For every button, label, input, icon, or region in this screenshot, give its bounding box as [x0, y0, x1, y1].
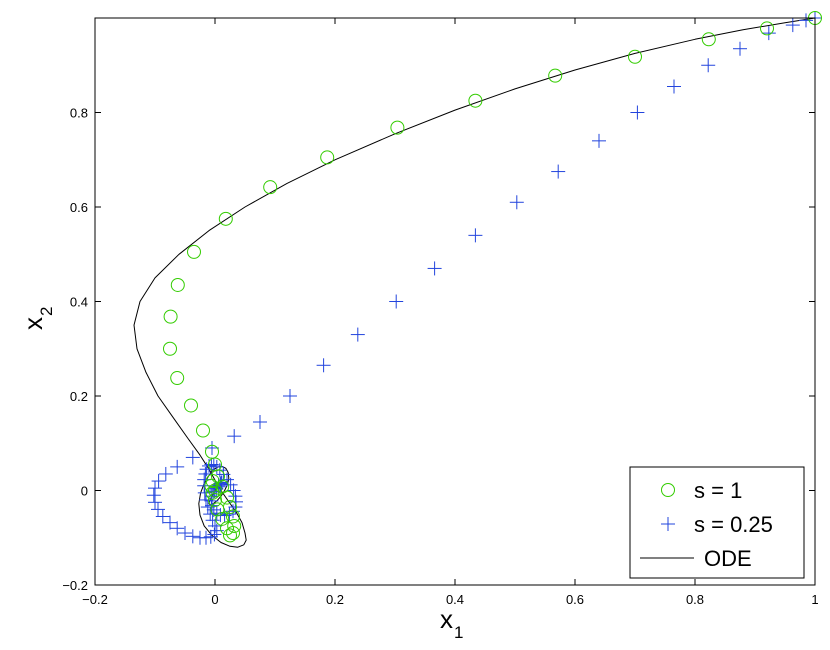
x-tick-label: 0.2 — [326, 592, 344, 607]
circle-marker — [701, 32, 716, 47]
circle-marker — [220, 490, 234, 505]
legend-label-s1: s = 1 — [694, 478, 742, 503]
plus-marker — [158, 466, 173, 481]
circle-marker — [196, 423, 210, 438]
circle-marker — [205, 474, 220, 489]
plus-layer — [146, 11, 822, 545]
circle-marker — [226, 509, 240, 524]
circle-marker — [390, 120, 405, 135]
plus-marker — [148, 495, 162, 510]
legend: s = 1 s = 0.25 ODE — [629, 466, 805, 579]
circle-marker — [218, 211, 233, 226]
plus-marker — [468, 228, 483, 243]
x-tick-label: 0.4 — [446, 592, 464, 607]
plus-marker — [206, 457, 221, 472]
plot-frame — [94, 17, 816, 586]
circle-layer — [163, 11, 822, 543]
circle-marker — [320, 150, 335, 165]
y-tick-label: −0.2 — [62, 578, 88, 593]
y-tick-label: 0.4 — [70, 295, 88, 310]
circle-marker — [208, 483, 222, 498]
plus-marker — [389, 294, 404, 309]
y-axis-label-subscript: 2 — [37, 307, 56, 316]
plus-marker — [785, 18, 800, 33]
plus-marker — [185, 450, 200, 465]
plus-marker — [733, 41, 747, 56]
ticks: −0.2 0 0.2 0.4 0.6 0.8 1 −0.2 0 0.2 0.4 0.6 0.8 — [62, 18, 819, 607]
y-axis-label: x — [18, 317, 48, 330]
plus-marker — [592, 133, 606, 148]
plus-marker — [207, 527, 222, 542]
x-axis-label: x — [440, 604, 453, 634]
plus-marker — [350, 327, 365, 342]
plus-marker — [170, 521, 185, 536]
plus-marker — [208, 518, 222, 533]
circle-marker — [204, 478, 219, 493]
y-tick-label: 0.6 — [70, 200, 88, 215]
circle-marker — [263, 180, 278, 195]
plus-marker — [316, 358, 331, 373]
plus-marker — [226, 483, 241, 498]
plus-marker — [155, 509, 170, 524]
legend-label-s025: s = 0.25 — [694, 512, 773, 537]
y-tick-label: 0 — [81, 484, 88, 499]
x-tick-label: 0.6 — [566, 592, 584, 607]
circle-marker — [227, 518, 242, 533]
plus-marker — [799, 13, 813, 28]
plus-marker — [203, 529, 218, 544]
circle-marker — [163, 309, 178, 324]
legend-circle-marker — [661, 483, 675, 497]
plus-marker — [761, 26, 776, 41]
circle-marker — [170, 277, 185, 292]
circle-marker — [208, 492, 222, 507]
plus-marker — [427, 261, 442, 276]
plus-marker — [199, 492, 213, 507]
circle-marker — [628, 49, 642, 64]
circle-marker — [170, 371, 185, 386]
circle-marker — [205, 485, 220, 500]
circle-marker — [548, 68, 563, 83]
plus-marker — [630, 105, 645, 120]
x-tick-label: 0 — [211, 592, 218, 607]
circle-marker — [211, 469, 225, 484]
plus-marker — [509, 195, 524, 210]
plus-marker — [283, 389, 297, 403]
legend-box — [629, 466, 805, 579]
plus-marker — [151, 502, 165, 517]
plus-marker — [185, 529, 200, 544]
x-axis-label-subscript: 1 — [454, 623, 463, 642]
plus-marker — [151, 474, 166, 489]
plus-marker — [701, 58, 716, 73]
plus-marker — [205, 513, 220, 528]
circle-marker — [468, 93, 483, 108]
circle-marker — [220, 521, 234, 536]
plus-marker — [170, 459, 185, 474]
circle-marker — [163, 341, 177, 356]
x-tick-label: 0.8 — [686, 592, 704, 607]
legend-label-ode: ODE — [704, 546, 752, 571]
plus-marker — [146, 488, 161, 503]
circle-marker — [187, 244, 201, 259]
plus-marker — [148, 481, 162, 496]
y-tick-label: 0.8 — [70, 106, 88, 121]
circle-marker — [184, 398, 198, 413]
circle-marker — [760, 21, 774, 36]
plus-marker — [227, 429, 242, 444]
plus-marker — [197, 485, 212, 500]
plus-marker — [551, 164, 566, 179]
plus-marker — [667, 79, 681, 94]
legend-plus-marker — [661, 517, 675, 531]
circle-marker — [223, 528, 237, 543]
x-tick-label: 1 — [811, 592, 818, 607]
x-tick-label: −0.2 — [82, 592, 108, 607]
plus-marker — [178, 526, 192, 541]
plus-marker — [253, 414, 267, 429]
y-tick-label: 0.2 — [70, 389, 88, 404]
circle-marker — [215, 511, 230, 526]
circle-marker — [210, 502, 225, 517]
plus-marker — [163, 515, 177, 530]
